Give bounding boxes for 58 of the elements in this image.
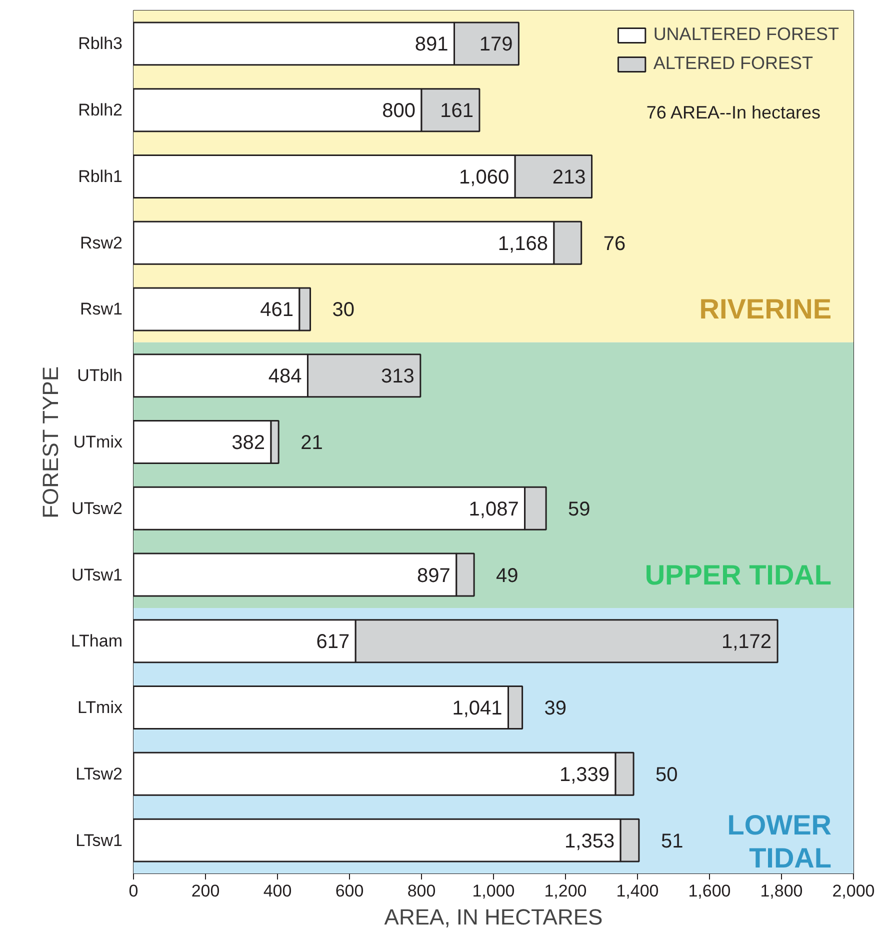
x-tick-label: 200 <box>191 882 220 900</box>
y-tick-label: Rsw1 <box>80 300 123 319</box>
data-label: 39 <box>544 698 567 720</box>
y-tick-label: Rblh3 <box>78 34 123 54</box>
x-tick-label: 400 <box>263 882 292 900</box>
y-tick-label: Rblh1 <box>78 166 123 186</box>
data-label: 891 <box>414 34 448 56</box>
x-tick-label: 600 <box>335 882 364 900</box>
data-label: 1,172 <box>721 631 772 654</box>
y-tick-label: LTmix <box>77 698 123 718</box>
data-label: 1,060 <box>459 166 510 188</box>
band-label: UPPER TIDAL <box>644 559 832 590</box>
data-label: 179 <box>479 34 513 56</box>
legend-label: ALTERED FOREST <box>653 53 814 74</box>
x-tick-label: 1,000 <box>472 882 515 900</box>
x-tick-label: 1,600 <box>688 882 731 900</box>
x-tick-label: 0 <box>128 882 138 900</box>
y-axis-title: FOREST TYPE <box>38 366 63 518</box>
data-label: 49 <box>496 564 518 587</box>
data-label: 313 <box>381 366 414 388</box>
annotation: 76 AREA--In hectares <box>646 102 821 122</box>
x-tick-label: 1,800 <box>760 882 803 900</box>
x-tick-label: 1,200 <box>544 882 587 900</box>
y-tick-label: UTmix <box>73 432 123 452</box>
x-tick-label: 800 <box>407 882 436 900</box>
data-label: 1,339 <box>559 764 610 786</box>
data-label: 382 <box>232 432 266 454</box>
y-tick-label: LTsw1 <box>76 830 123 850</box>
data-label: 897 <box>417 564 450 587</box>
x-tick-label: 1,400 <box>616 882 659 900</box>
y-tick-label: LTham <box>70 632 123 651</box>
data-label: 213 <box>552 166 586 188</box>
data-label: 76 <box>603 232 626 255</box>
data-label: 30 <box>332 299 355 322</box>
x-tick-label: 2,000 <box>832 882 875 900</box>
band-label: RIVERINE <box>699 294 832 325</box>
data-label: 1,041 <box>452 698 502 720</box>
band-label: LOWER TIDAL <box>727 809 832 874</box>
data-label: 1,353 <box>564 830 615 852</box>
y-tick-label: Rsw2 <box>80 233 123 252</box>
y-tick-label: UTsw1 <box>71 565 123 584</box>
data-label: 50 <box>656 764 678 786</box>
data-label: 461 <box>260 299 294 322</box>
data-label: 800 <box>382 100 416 122</box>
data-label: 59 <box>568 498 590 520</box>
data-label: 161 <box>440 100 474 122</box>
data-label: 484 <box>268 366 302 388</box>
legend-label: UNALTERED FOREST <box>653 24 839 45</box>
data-label: 1,168 <box>498 232 548 255</box>
data-label: 51 <box>660 830 684 852</box>
y-tick-label: UTsw2 <box>71 498 123 518</box>
x-axis-title: AREA, IN HECTARES <box>384 904 603 930</box>
data-label: 21 <box>300 432 323 454</box>
y-tick-label: UTblh <box>77 366 123 386</box>
data-label: 617 <box>316 631 350 654</box>
y-tick-label: LTsw2 <box>76 764 123 784</box>
data-label: 1,087 <box>468 498 519 520</box>
y-tick-label: Rblh2 <box>78 100 123 120</box>
